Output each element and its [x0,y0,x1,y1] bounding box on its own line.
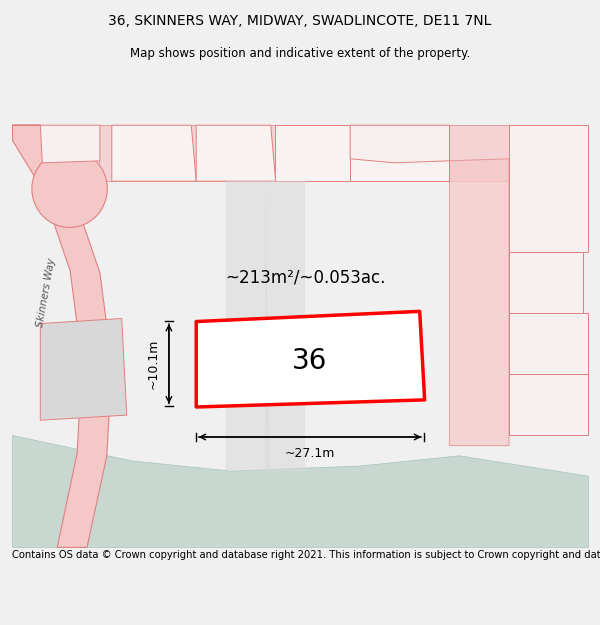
Text: ~10.1m: ~10.1m [146,339,160,389]
Text: 36, SKINNERS WAY, MIDWAY, SWADLINCOTE, DE11 7NL: 36, SKINNERS WAY, MIDWAY, SWADLINCOTE, D… [109,14,491,28]
Text: ~213m²/~0.053ac.: ~213m²/~0.053ac. [225,268,385,286]
Text: Map shows position and indicative extent of the property.: Map shows position and indicative extent… [130,48,470,60]
Circle shape [32,150,107,228]
Text: Skinners Way: Skinners Way [35,257,57,328]
Text: ~27.1m: ~27.1m [285,447,335,460]
Text: Contains OS data © Crown copyright and database right 2021. This information is : Contains OS data © Crown copyright and d… [12,550,600,560]
Text: 36: 36 [292,347,328,375]
